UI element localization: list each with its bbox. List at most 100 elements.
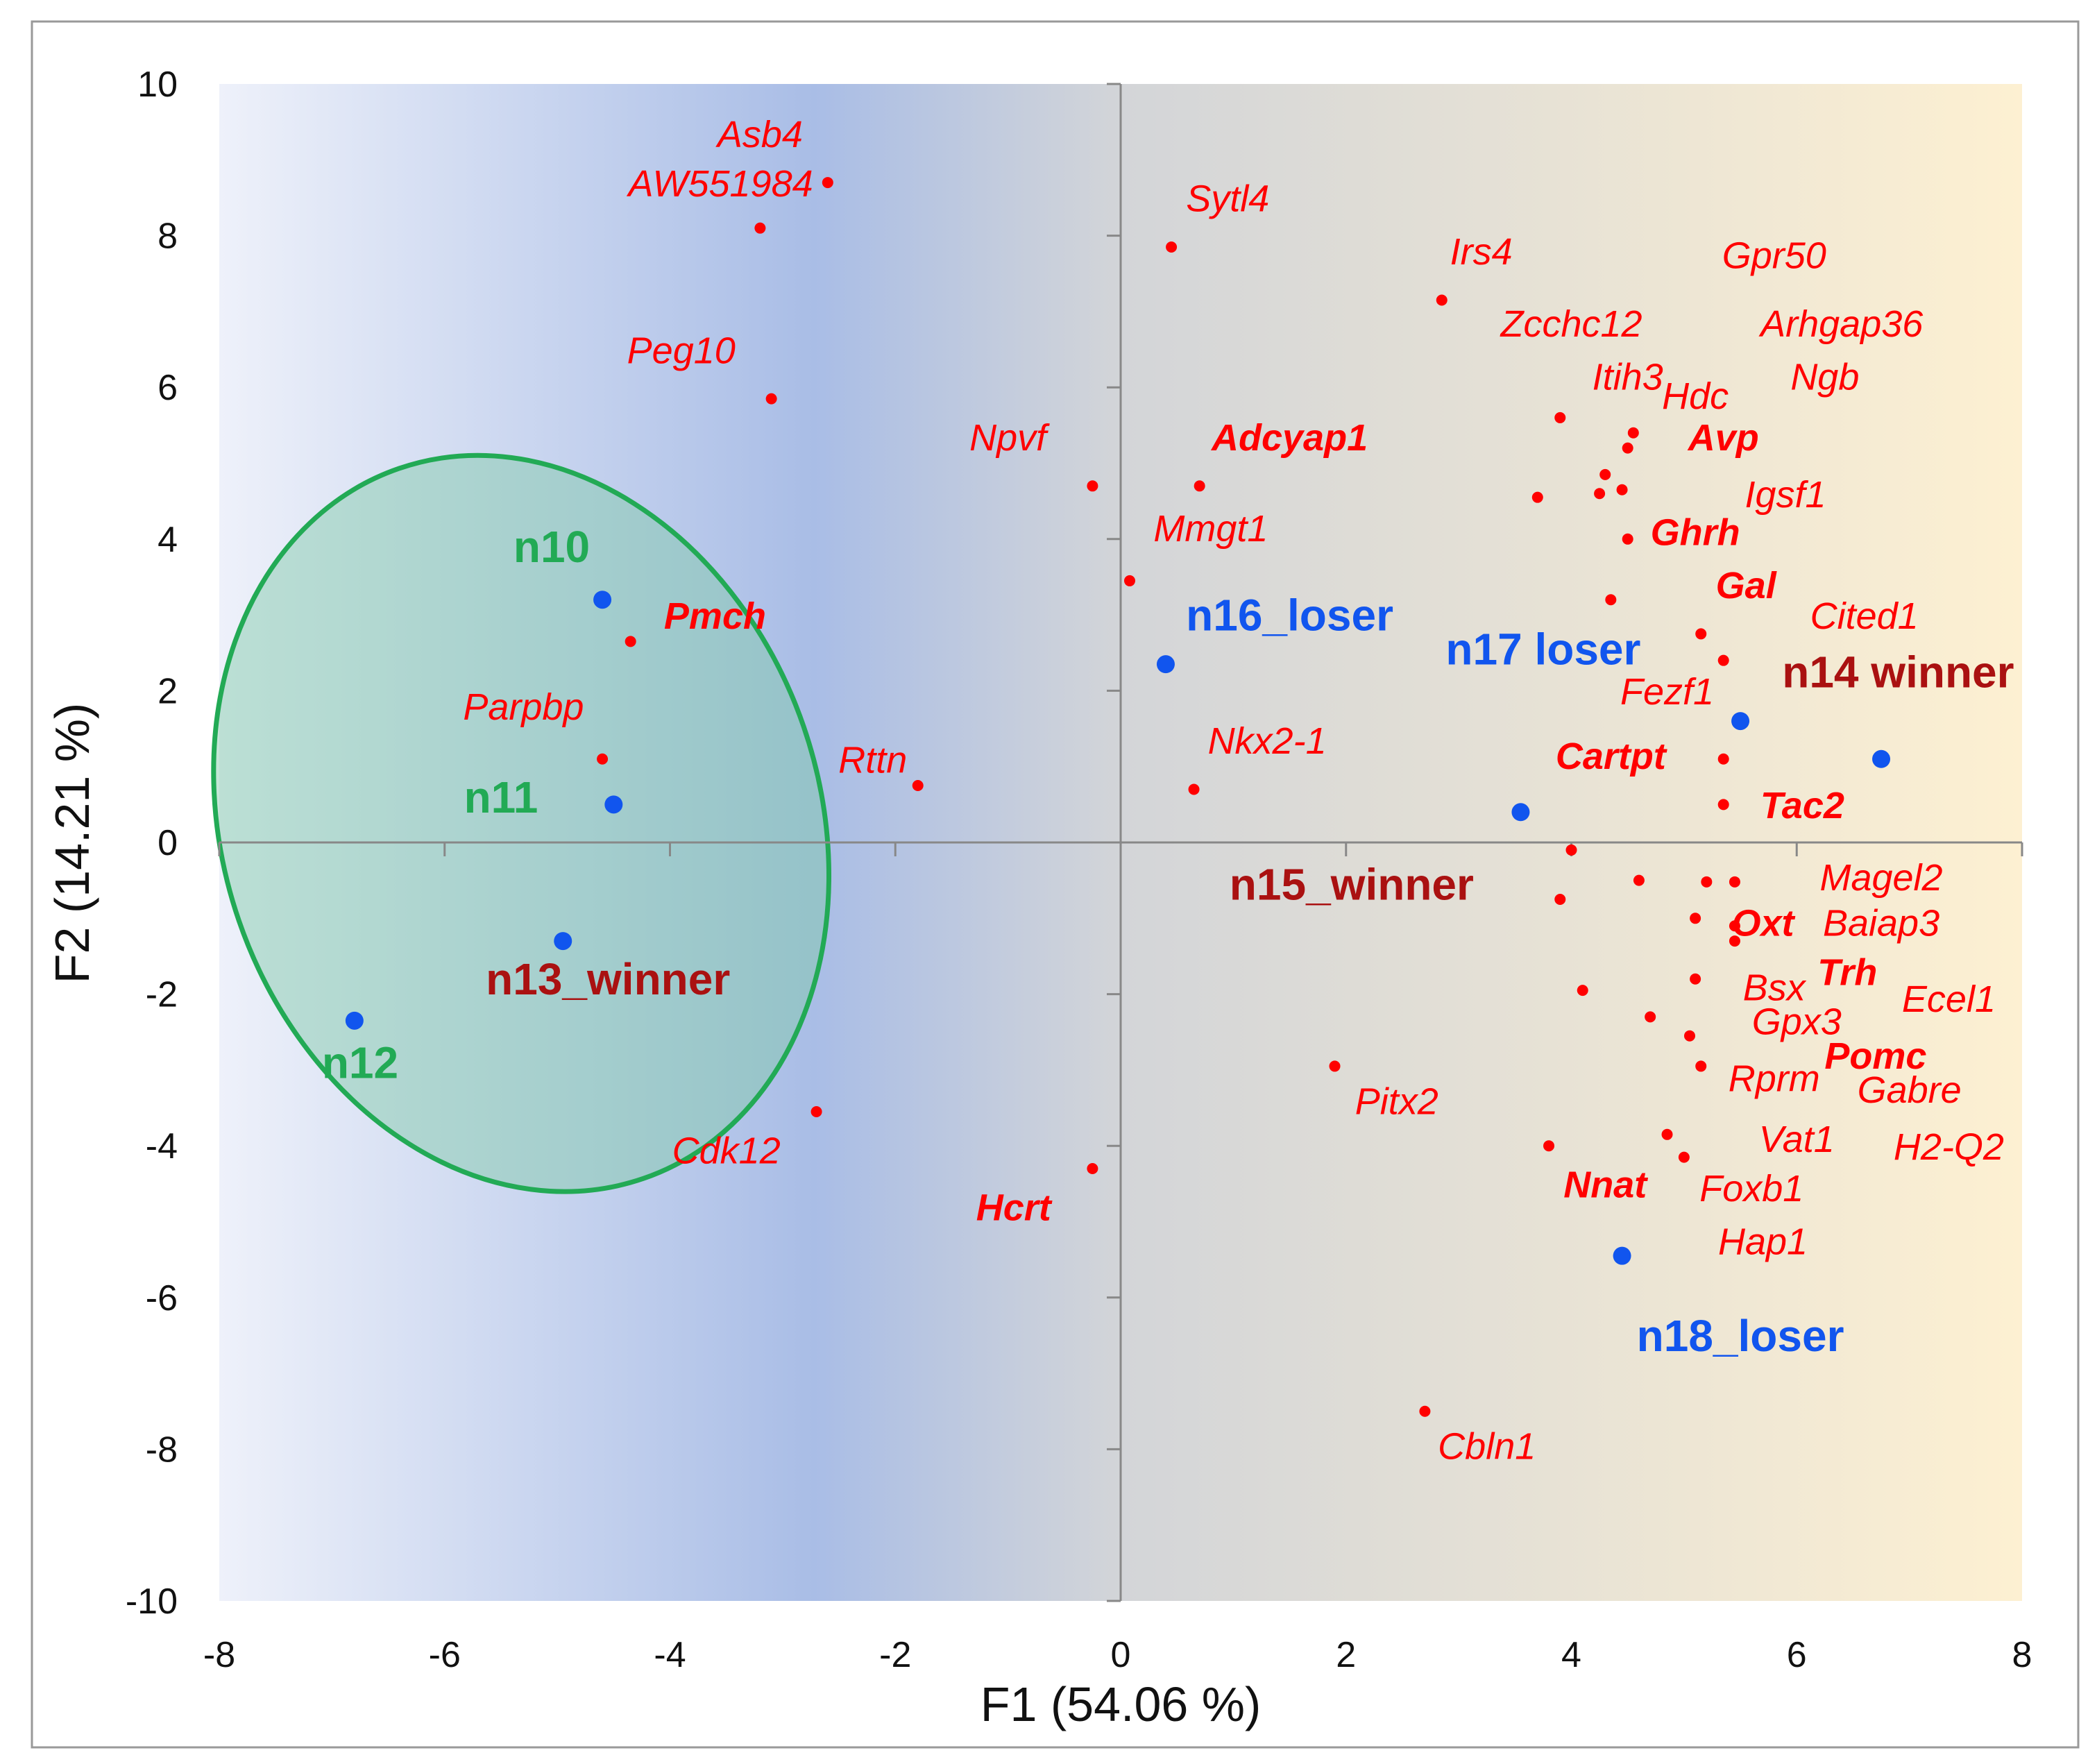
y-tick-label: 8 [158, 217, 178, 257]
x-tick-label: 2 [1336, 1635, 1356, 1675]
gene-label: Bsx [1743, 967, 1807, 1008]
gene-label: Zcchc12 [1499, 303, 1642, 345]
gene-label: Mmgt1 [1153, 508, 1268, 550]
gene-label: Parpbp [463, 686, 584, 728]
gene-label: Ecel1 [1902, 978, 1996, 1020]
gene-point [1577, 985, 1588, 997]
gene-point [1690, 913, 1701, 924]
sample-point [604, 795, 623, 814]
gene-label: Pomc [1824, 1035, 1926, 1077]
gene-point [597, 753, 609, 765]
gene-label: Irs4 [1450, 231, 1513, 273]
y-tick-label: 10 [137, 65, 178, 105]
sample-point [1872, 749, 1891, 768]
sample-label: n12 [322, 1037, 398, 1087]
tick-labels: -8 -6 -4 -2 0 2 4 6 8 10 8 6 4 2 0 -2 -4 -6 -8 -10 [126, 65, 2032, 1675]
gene-label: Pmch [664, 595, 766, 637]
gene-label: Rprm [1729, 1058, 1820, 1100]
gene-label: H2-Q2 [1894, 1126, 2004, 1168]
gene-point [1436, 294, 1447, 306]
gene-label: Npvf [969, 417, 1050, 459]
sample-label: n11 [464, 772, 538, 822]
gene-point [1531, 491, 1543, 503]
gene-label: Cartpt [1556, 736, 1667, 777]
gene-point [1633, 874, 1645, 886]
sample-point [1613, 1246, 1631, 1265]
gene-point [1695, 1060, 1707, 1072]
gene-label: Magel2 [1819, 857, 1942, 899]
gene-point [1622, 533, 1633, 545]
gene-point [625, 636, 636, 647]
y-axis-title: F2 (14.21 %) [45, 703, 99, 984]
gene-point [1188, 783, 1200, 795]
gene-point [1087, 480, 1098, 492]
point-labels: Asb4 AW551984 Sytl4 Irs4 Gpr50 Zcchc12 Arhgap3… [322, 114, 2014, 1468]
gene-label: Cbln1 [1438, 1426, 1536, 1468]
gene-point [1599, 468, 1611, 480]
sample-point [554, 932, 572, 951]
sample-point [1731, 712, 1750, 731]
gene-label: Cited1 [1810, 595, 1919, 637]
gene-point [1594, 488, 1606, 500]
gene-label: Tac2 [1760, 785, 1844, 826]
gene-label: Hcrt [976, 1187, 1053, 1228]
gene-label: Gpr50 [1722, 235, 1826, 277]
x-tick-label: -4 [654, 1635, 686, 1675]
gene-label: Foxb1 [1699, 1168, 1803, 1210]
gene-point [1123, 575, 1135, 586]
gene-label: Ghrh [1651, 512, 1740, 554]
x-tick-label: -8 [203, 1635, 235, 1675]
gene-point [1717, 654, 1729, 666]
gene-label: Sytl4 [1186, 178, 1269, 220]
gene-point [1627, 427, 1639, 439]
gene-point [810, 1106, 822, 1118]
gene-point [1683, 1030, 1695, 1042]
gene-point [1678, 1151, 1690, 1163]
sample-label: n13_winner [486, 954, 730, 1004]
x-axis-title: F1 (54.06 %) [980, 1677, 1262, 1731]
gene-point [1729, 876, 1740, 888]
gene-point [1554, 412, 1566, 423]
y-tick-label: 4 [158, 520, 178, 560]
gene-point [1419, 1405, 1431, 1417]
y-tick-label: -8 [146, 1430, 178, 1470]
gene-label: Adcyap1 [1210, 417, 1368, 459]
gene-point [1554, 893, 1566, 905]
sample-point [1156, 655, 1175, 674]
gene-label: Arhgap36 [1758, 303, 1924, 345]
y-tick-label: -6 [146, 1278, 178, 1318]
gene-point [1616, 484, 1628, 495]
sample-label: n15_winner [1230, 859, 1474, 909]
gene-point [1661, 1128, 1673, 1140]
gene-label: Gal [1716, 565, 1777, 607]
gene-label: Nnat [1563, 1164, 1648, 1206]
gene-point [822, 177, 833, 189]
gene-point [1194, 480, 1205, 492]
gene-label: Avp [1687, 417, 1759, 459]
y-tick-label: 2 [158, 671, 178, 711]
x-tick-label: 4 [1561, 1635, 1581, 1675]
gene-label: Asb4 [715, 114, 803, 155]
gene-point [1717, 753, 1729, 765]
gene-point [1622, 442, 1633, 454]
gene-label: Oxt [1732, 902, 1796, 944]
gene-label: Ngb [1790, 357, 1859, 398]
gene-label: Gabre [1858, 1069, 1962, 1111]
gene-point [1690, 973, 1701, 985]
y-tick-label: 6 [158, 368, 178, 408]
gene-label: Itih3 [1593, 357, 1663, 398]
gene-point [1645, 1011, 1656, 1023]
axes-layer [218, 83, 2023, 1602]
gene-label: Vat1 [1759, 1119, 1835, 1160]
gene-point [1695, 628, 1707, 640]
gene-point [1329, 1060, 1341, 1072]
gene-label: Nkx2-1 [1208, 720, 1327, 762]
gene-label: AW551984 [626, 163, 813, 205]
sample-point [345, 1011, 364, 1030]
sample-label: n16_loser [1186, 590, 1393, 640]
gene-label: Hap1 [1718, 1221, 1808, 1263]
x-tick-label: 0 [1111, 1635, 1131, 1675]
gene-point [754, 222, 766, 234]
x-tick-label: 6 [1787, 1635, 1807, 1675]
